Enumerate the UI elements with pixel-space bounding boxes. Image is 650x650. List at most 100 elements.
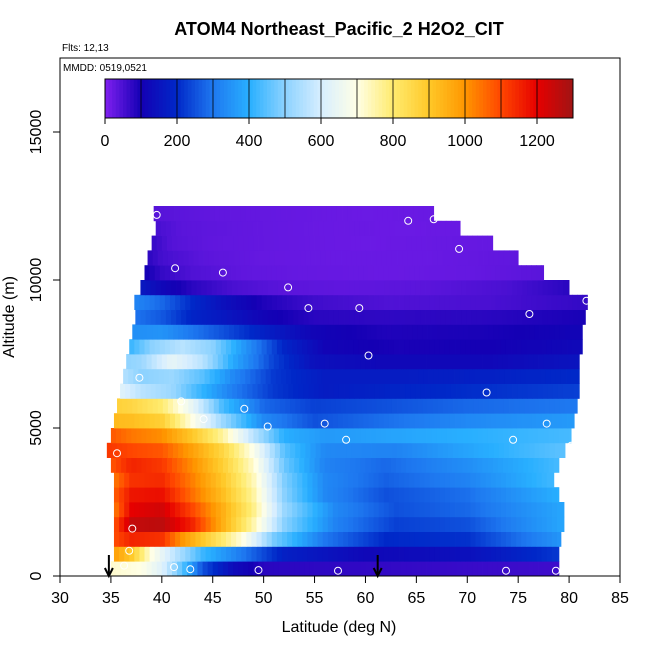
heatmap-cell [496, 383, 503, 399]
heatmap-cell [188, 442, 194, 458]
heatmap-cell [528, 561, 534, 577]
heatmap-cell [149, 531, 156, 547]
heatmap-cell [236, 294, 242, 310]
heatmap-cell [362, 206, 368, 222]
heatmap-cell [169, 502, 176, 518]
heatmap-cell [485, 502, 492, 518]
heatmap-cell [439, 516, 446, 532]
heatmap-cell [455, 294, 461, 310]
heatmap-cell [493, 250, 500, 266]
heatmap-cell [435, 220, 442, 236]
heatmap-cell [282, 383, 289, 399]
heatmap-cell [119, 502, 125, 518]
heatmap-cell [455, 487, 461, 503]
heatmap-cell [424, 516, 430, 532]
heatmap-cell [490, 502, 497, 518]
heatmap-cell [526, 294, 532, 310]
heatmap-cell [478, 398, 484, 414]
heatmap-cell [546, 531, 553, 547]
heatmap-cell [358, 294, 364, 310]
heatmap-cell [364, 309, 370, 325]
heatmap-cell [561, 294, 568, 310]
heatmap-cell [205, 502, 212, 518]
heatmap-cell [290, 324, 296, 340]
heatmap-cell [152, 398, 159, 414]
heatmap-cell [137, 442, 143, 458]
heatmap-cell [249, 324, 255, 340]
heatmap-cell [513, 428, 519, 444]
heatmap-cell [337, 339, 344, 355]
x-tick-label: 45 [204, 590, 222, 607]
heatmap-cell [162, 250, 169, 266]
heatmap-cell [480, 265, 486, 281]
heatmap-cell [268, 428, 275, 444]
heatmap-cell [305, 250, 311, 266]
heatmap-cell [314, 561, 321, 577]
colorbar-segment [177, 79, 182, 118]
heatmap-cell [222, 457, 229, 473]
x-tick-label: 75 [509, 590, 527, 607]
heatmap-cell [388, 502, 395, 518]
heatmap-cell [314, 235, 321, 251]
heatmap-cell [263, 561, 270, 577]
heatmap-cell [399, 531, 405, 547]
heatmap-cell [452, 561, 458, 577]
heatmap-cell [277, 280, 284, 296]
colorbar-segment [371, 79, 376, 118]
sample-point [254, 566, 263, 575]
heatmap-cell [397, 398, 403, 414]
heatmap-cell [548, 428, 555, 444]
heatmap-cell [195, 531, 201, 547]
heatmap-cell [211, 309, 218, 325]
heatmap-cell [151, 428, 158, 444]
heatmap-cell [136, 428, 142, 444]
heatmap-cell [273, 428, 280, 444]
heatmap-cell [231, 339, 237, 355]
colorbar-segment [396, 79, 401, 118]
chart-title: ATOM4 Northeast_Pacific_2 H2O2_CIT [174, 19, 503, 39]
heatmap-cell [159, 472, 166, 488]
heatmap-cell [495, 413, 502, 429]
sample-point [120, 561, 129, 570]
heatmap-cell [263, 457, 270, 473]
heatmap-cell [172, 561, 178, 577]
colorbar-segment [328, 79, 333, 118]
heatmap-cell [156, 428, 163, 444]
heatmap-cell [489, 368, 496, 384]
heatmap-cell [363, 546, 369, 562]
heatmap-cell [492, 354, 499, 370]
heatmap-cell [500, 265, 507, 281]
x-axis: 30 35 40 45 50 55 60 65 70 75 80 85 [51, 576, 629, 607]
heatmap-cell [397, 250, 403, 266]
heatmap-cell [440, 383, 447, 399]
heatmap-cell [449, 294, 456, 310]
heatmap-cell [342, 206, 348, 222]
heatmap-cell [363, 502, 369, 518]
heatmap-cell [460, 531, 466, 547]
heatmap-cell [470, 546, 476, 562]
sample-point [455, 244, 464, 253]
colorbar-segment [515, 79, 520, 118]
heatmap-cell [328, 280, 335, 296]
heatmap-cell [396, 428, 402, 444]
heatmap-cell [406, 561, 412, 577]
heatmap-cell [200, 502, 206, 518]
heatmap-cell [343, 265, 349, 281]
heatmap-cell [386, 442, 393, 458]
heatmap-cell [267, 280, 274, 296]
heatmap-cell [399, 472, 405, 488]
heatmap-cell [359, 220, 365, 236]
heatmap-cell [188, 250, 194, 266]
heatmap-cell [229, 442, 235, 458]
heatmap-cell [149, 502, 156, 518]
heatmap-cell [373, 413, 380, 429]
colorbar-segment [555, 79, 560, 118]
heatmap-cell [164, 531, 171, 547]
heatmap-cell [113, 502, 120, 518]
heatmap-cell [385, 354, 392, 370]
heatmap-cell [411, 457, 417, 473]
heatmap-cell [485, 516, 492, 532]
heatmap-cell [290, 398, 296, 414]
heatmap-cell [426, 354, 433, 370]
